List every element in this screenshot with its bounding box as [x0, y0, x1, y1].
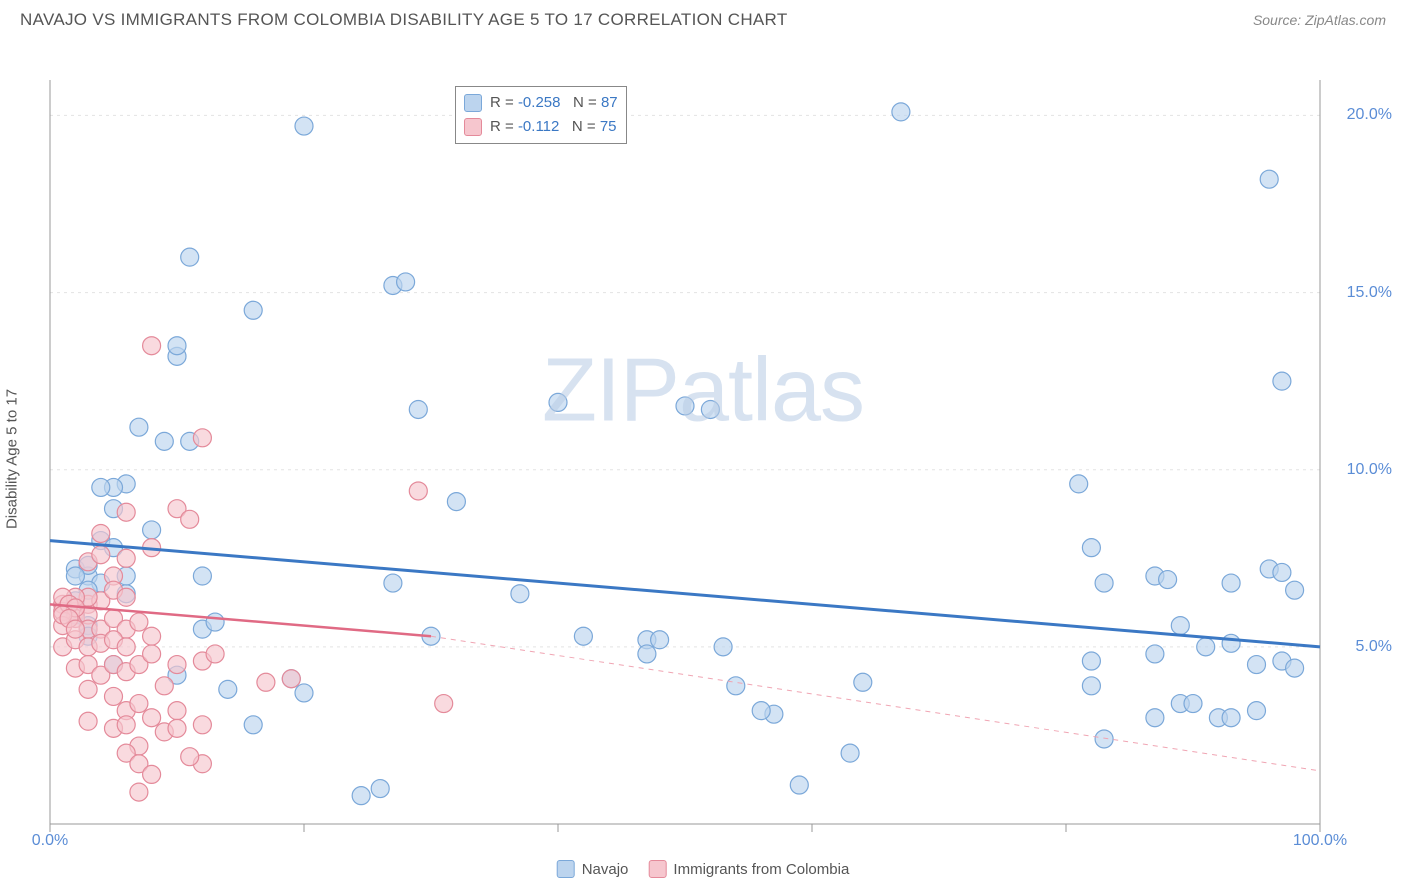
legend-swatch [464, 94, 482, 112]
y-tick-label: 20.0% [1347, 106, 1392, 124]
stats-legend-row: R = -0.112 N = 75 [464, 115, 618, 139]
y-tick-label: 5.0% [1356, 638, 1392, 656]
legend-swatch [464, 118, 482, 136]
y-tick-label: 10.0% [1347, 461, 1392, 479]
legend-label: Immigrants from Colombia [673, 861, 849, 878]
y-axis-label: Disability Age 5 to 17 [4, 389, 21, 529]
header: NAVAJO VS IMMIGRANTS FROM COLOMBIA DISAB… [0, 0, 1406, 34]
x-tick-label: 0.0% [32, 832, 68, 850]
stats-text: R = -0.258 N = 87 [490, 91, 618, 115]
stats-text: R = -0.112 N = 75 [490, 115, 617, 139]
x-tick-label: 100.0% [1293, 832, 1347, 850]
legend-item: Navajo [557, 860, 629, 878]
chart-title: NAVAJO VS IMMIGRANTS FROM COLOMBIA DISAB… [20, 10, 788, 30]
legend-label: Navajo [582, 861, 629, 878]
scatter-chart-svg [0, 34, 1406, 884]
source-label: Source: ZipAtlas.com [1253, 12, 1386, 28]
y-tick-label: 15.0% [1347, 284, 1392, 302]
legend-swatch [648, 860, 666, 878]
stats-legend-box: R = -0.258 N = 87R = -0.112 N = 75 [455, 86, 627, 144]
chart-area: Disability Age 5 to 17 ZIPatlas R = -0.2… [0, 34, 1406, 884]
series-legend: Navajo Immigrants from Colombia [557, 860, 850, 878]
legend-swatch [557, 860, 575, 878]
legend-item: Immigrants from Colombia [648, 860, 849, 878]
stats-legend-row: R = -0.258 N = 87 [464, 91, 618, 115]
